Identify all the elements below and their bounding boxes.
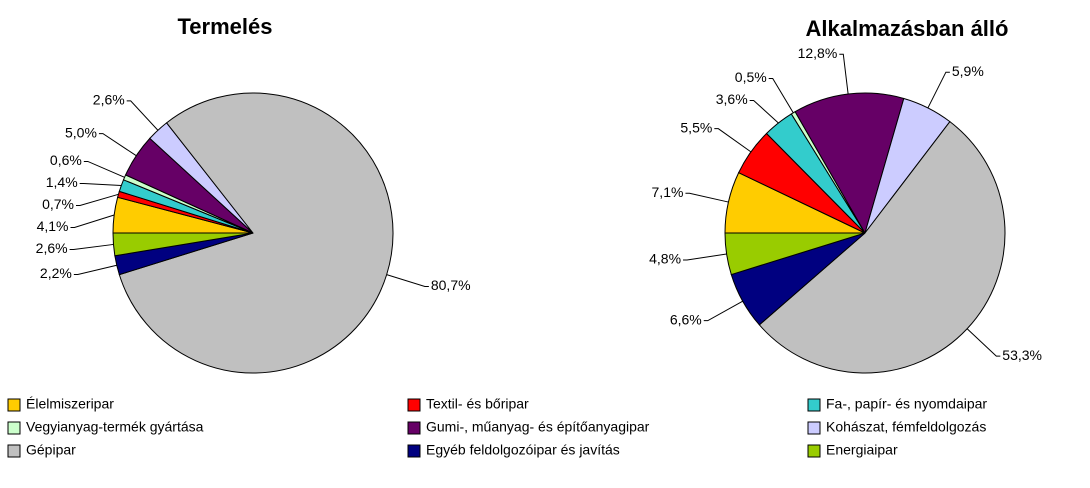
leader-line (79, 182, 122, 187)
chart-title: Alkalmazásban álló (806, 16, 1009, 41)
legend-label: Gumi-, műanyag- és építőanyagipar (426, 419, 650, 435)
legend-label: Kohászat, fémfeldolgozás (826, 419, 986, 435)
leader-line (386, 274, 429, 288)
data-label: 7,1% (652, 184, 684, 200)
leader-line (685, 192, 729, 203)
chart-title: Termelés (178, 14, 273, 39)
leader-line (126, 100, 159, 131)
data-label: 5,5% (680, 119, 712, 135)
data-label: 4,8% (649, 251, 681, 267)
data-label: 53,3% (1002, 347, 1042, 363)
legend-label: Gépipar (26, 442, 76, 458)
legend-label: Egyéb feldolgozóipar és javítás (426, 442, 620, 458)
legend-label: Fa-, papír- és nyomdaipar (826, 396, 987, 412)
leader-line (69, 243, 114, 250)
leader-line (70, 214, 115, 228)
data-label: 80,7% (431, 277, 471, 293)
data-label: 6,6% (670, 311, 702, 327)
legend-label: Élelmiszeripar (26, 396, 114, 412)
leader-line (98, 133, 137, 157)
legend-label: Textil- és bőripar (426, 396, 529, 412)
data-label: 4,1% (37, 218, 69, 234)
data-label: 2,6% (93, 92, 125, 108)
leader-line (683, 253, 727, 261)
data-label: 5,9% (952, 63, 984, 79)
leader-line (76, 193, 119, 206)
legend-swatch (807, 398, 821, 412)
legend-swatch (407, 444, 421, 458)
data-label: 0,7% (42, 196, 74, 212)
legend-swatch (807, 444, 821, 458)
leader-line (714, 128, 752, 153)
leader-line (73, 264, 117, 276)
legend-swatch (7, 421, 21, 435)
legend-label: Vegyianyag-termék gyártása (26, 419, 204, 435)
data-label: 2,2% (40, 265, 72, 281)
leader-line (966, 328, 1001, 357)
leader-line (703, 300, 743, 322)
data-label: 1,4% (46, 174, 78, 190)
leader-line (927, 71, 950, 109)
legend-swatch (7, 398, 21, 412)
legend-swatch (407, 398, 421, 412)
data-label: 0,5% (735, 69, 767, 85)
legend-label: Energiaipar (826, 442, 898, 458)
leader-line (83, 160, 125, 178)
legend-swatch (7, 444, 21, 458)
leader-line (768, 77, 794, 114)
data-label: 12,8% (798, 45, 838, 61)
leader-line (749, 99, 779, 124)
legend-swatch (807, 421, 821, 435)
legend-swatch (407, 421, 421, 435)
leader-line (839, 53, 849, 95)
data-label: 2,6% (36, 240, 68, 256)
data-label: 0,6% (50, 152, 82, 168)
pie-slice (112, 232, 254, 257)
data-label: 3,6% (716, 91, 748, 107)
data-label: 5,0% (65, 124, 97, 140)
pie-slice (118, 92, 394, 374)
pie-slice (724, 232, 866, 276)
